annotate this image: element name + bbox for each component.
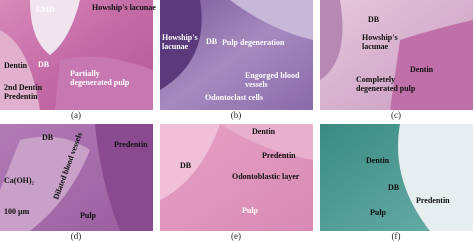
panel-label: Dentin bbox=[252, 127, 276, 136]
panel-label: vessels bbox=[245, 80, 268, 89]
panel-label: degenerated pulp bbox=[356, 84, 416, 93]
panel-label: Odontoblastic layer bbox=[232, 172, 300, 181]
panel-label: Pulp bbox=[242, 206, 259, 215]
panel-label: DB bbox=[206, 37, 218, 46]
panel-label: Partially bbox=[70, 69, 100, 78]
panel-f bbox=[320, 124, 473, 231]
panel-label: Dentin bbox=[4, 61, 28, 70]
panel-caption: (c) bbox=[391, 110, 401, 120]
panel-label: Ca(OH)₂ bbox=[4, 176, 35, 185]
panel-label: Howship's lacunae bbox=[92, 3, 156, 12]
panel-label: degenerated pulp bbox=[70, 78, 130, 87]
panel-label: DB bbox=[180, 161, 192, 170]
panel-label: Predentin bbox=[262, 151, 296, 160]
panel-label: Engorged blood bbox=[245, 71, 300, 80]
panel-caption: (e) bbox=[231, 231, 241, 241]
panel-c bbox=[320, 0, 473, 110]
panel-label: EMD bbox=[36, 5, 55, 14]
panel-label: Completely bbox=[356, 75, 395, 84]
panel-label: Howship's bbox=[162, 33, 198, 42]
panel-label: Pulp bbox=[370, 208, 387, 217]
panel-label: Predentin bbox=[416, 196, 450, 205]
panel-label: Pulp degeneration bbox=[222, 38, 285, 47]
panel-label: DB bbox=[42, 133, 54, 142]
panel-label: DB bbox=[368, 15, 380, 24]
panel-a bbox=[0, 0, 153, 110]
panel-label: Predentin bbox=[114, 140, 148, 149]
panel-label: lacunae bbox=[362, 42, 389, 51]
panel-label: Howship's bbox=[362, 33, 398, 42]
panel-label: lacunae bbox=[162, 42, 189, 51]
panel-caption: (a) bbox=[71, 110, 81, 120]
panel-d bbox=[0, 124, 153, 231]
panel-label: DB bbox=[388, 183, 400, 192]
panel-label: Dentin bbox=[410, 65, 434, 74]
panel-label: 100 µm bbox=[4, 207, 30, 216]
panel-label: Dentin bbox=[366, 156, 390, 165]
panel-label: Odontoclast cells bbox=[205, 93, 263, 102]
panel-label: Pulp bbox=[80, 211, 97, 220]
panel-label: DB bbox=[38, 60, 50, 69]
panel-b bbox=[160, 0, 313, 110]
panel-label: 2nd Dentin bbox=[4, 83, 43, 92]
panel-caption: (f) bbox=[392, 231, 401, 241]
panel-e bbox=[160, 124, 313, 231]
panel-label: Predentin bbox=[4, 92, 38, 101]
panel-caption: (b) bbox=[231, 110, 242, 120]
panel-caption: (d) bbox=[71, 231, 82, 241]
